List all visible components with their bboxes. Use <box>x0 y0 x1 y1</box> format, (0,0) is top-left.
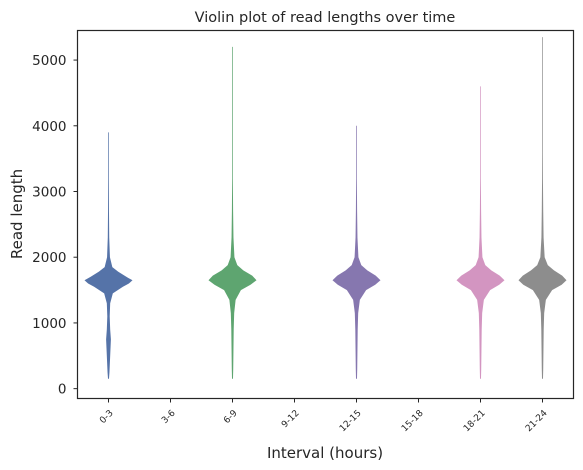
y-tick-label: 5000 <box>32 53 66 69</box>
x-tick-label: 15-18 <box>400 408 426 434</box>
plot-frame <box>76 29 575 400</box>
violin-21-24 <box>518 37 567 379</box>
violin-6-9 <box>208 46 257 379</box>
x-tick-label: 12-15 <box>338 409 364 435</box>
x-tick-label: 21-24 <box>524 408 550 434</box>
x-tick-label: 0-3 <box>98 409 115 426</box>
y-axis-ticks: 0 1000 2000 3000 4000 5000 <box>32 53 78 398</box>
y-tick-label: 3000 <box>32 185 66 201</box>
x-axis-ticks: 0-3 3-6 6-9 9-12 12-15 15-18 18-21 21-24 <box>98 398 550 435</box>
x-axis-label: Interval (hours) <box>267 444 383 462</box>
y-axis-label: Read length <box>8 169 26 259</box>
chart-title: Violin plot of read lengths over time <box>195 10 456 26</box>
plot-area <box>84 37 567 379</box>
violin-0-3 <box>84 132 133 379</box>
x-tick-label: 18-21 <box>462 409 488 435</box>
y-tick-label: 0 <box>58 382 67 398</box>
x-tick-label: 3-6 <box>160 408 178 426</box>
x-tick-label: 9-12 <box>280 409 302 431</box>
y-tick-label: 1000 <box>32 316 66 332</box>
y-tick-label: 2000 <box>32 250 66 266</box>
x-tick-label: 6-9 <box>222 408 240 426</box>
violin-12-15 <box>332 125 381 379</box>
y-tick-label: 4000 <box>32 119 66 135</box>
violin-18-21 <box>456 86 505 379</box>
